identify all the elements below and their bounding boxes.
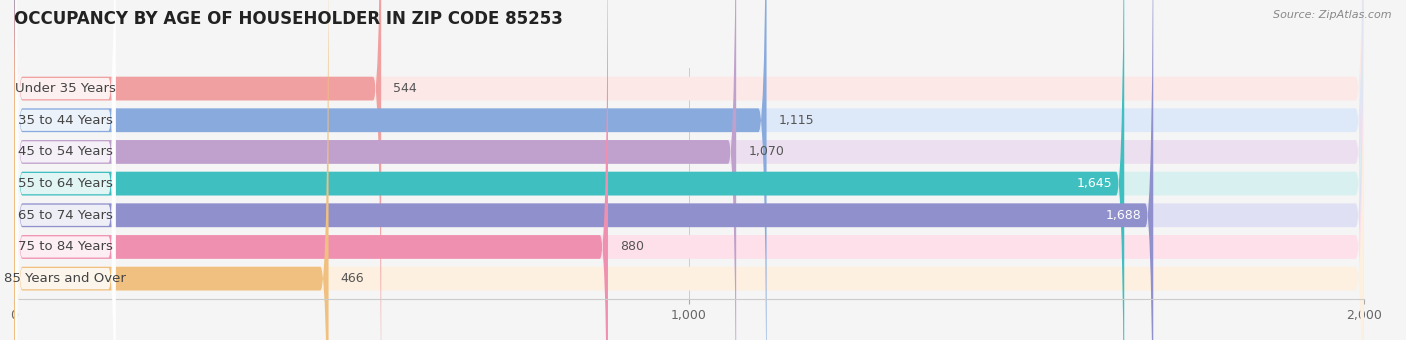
- FancyBboxPatch shape: [14, 0, 381, 340]
- FancyBboxPatch shape: [15, 0, 115, 340]
- FancyBboxPatch shape: [14, 0, 737, 340]
- Text: 1,070: 1,070: [748, 146, 785, 158]
- FancyBboxPatch shape: [14, 0, 1153, 340]
- FancyBboxPatch shape: [14, 0, 1364, 340]
- FancyBboxPatch shape: [15, 0, 115, 340]
- Text: 55 to 64 Years: 55 to 64 Years: [18, 177, 112, 190]
- Text: 75 to 84 Years: 75 to 84 Years: [18, 240, 112, 253]
- Text: 85 Years and Over: 85 Years and Over: [4, 272, 127, 285]
- FancyBboxPatch shape: [14, 0, 1364, 340]
- FancyBboxPatch shape: [15, 0, 115, 340]
- FancyBboxPatch shape: [14, 0, 766, 340]
- FancyBboxPatch shape: [15, 0, 115, 340]
- FancyBboxPatch shape: [14, 0, 1364, 340]
- Text: 1,115: 1,115: [779, 114, 814, 127]
- Text: 1,645: 1,645: [1077, 177, 1112, 190]
- Text: Under 35 Years: Under 35 Years: [15, 82, 115, 95]
- FancyBboxPatch shape: [14, 0, 329, 340]
- Text: 880: 880: [620, 240, 644, 253]
- FancyBboxPatch shape: [14, 0, 1364, 340]
- Text: 466: 466: [340, 272, 364, 285]
- FancyBboxPatch shape: [14, 0, 1364, 340]
- FancyBboxPatch shape: [14, 0, 1125, 340]
- Text: 45 to 54 Years: 45 to 54 Years: [18, 146, 112, 158]
- FancyBboxPatch shape: [15, 0, 115, 340]
- Text: Source: ZipAtlas.com: Source: ZipAtlas.com: [1274, 10, 1392, 20]
- FancyBboxPatch shape: [15, 0, 115, 340]
- Text: 65 to 74 Years: 65 to 74 Years: [18, 209, 112, 222]
- Text: 1,688: 1,688: [1105, 209, 1142, 222]
- FancyBboxPatch shape: [14, 0, 1364, 340]
- Text: OCCUPANCY BY AGE OF HOUSEHOLDER IN ZIP CODE 85253: OCCUPANCY BY AGE OF HOUSEHOLDER IN ZIP C…: [14, 10, 562, 28]
- Text: 35 to 44 Years: 35 to 44 Years: [18, 114, 112, 127]
- FancyBboxPatch shape: [15, 0, 115, 340]
- FancyBboxPatch shape: [14, 0, 607, 340]
- FancyBboxPatch shape: [14, 0, 1364, 340]
- Text: 544: 544: [394, 82, 418, 95]
